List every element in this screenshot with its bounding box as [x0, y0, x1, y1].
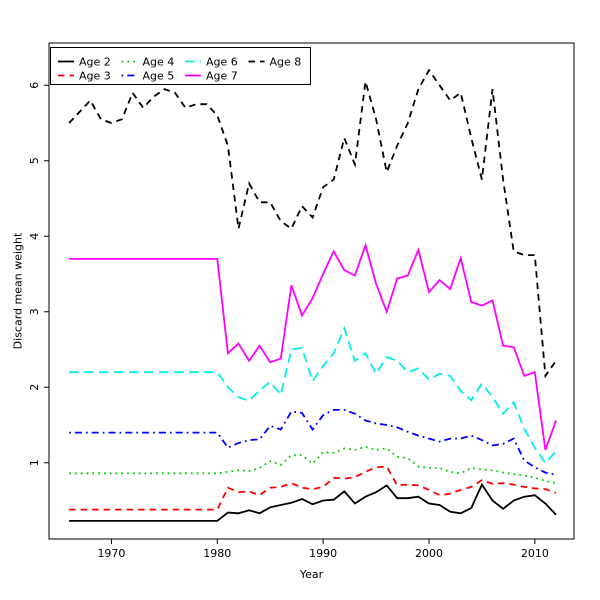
legend-item-age-6: Age 6 [206, 56, 238, 69]
legend-item-age-4: Age 4 [143, 56, 175, 69]
y-tick-label: 2 [28, 384, 41, 391]
x-tick-label: 1970 [97, 547, 125, 560]
x-tick-label: 2000 [415, 547, 443, 560]
series-line-age-8 [68, 68, 557, 379]
series-line-age-2 [69, 482, 557, 522]
y-tick-label: 5 [28, 157, 41, 164]
x-tick-label: 1980 [203, 547, 231, 560]
legend-item-age-7: Age 7 [206, 70, 238, 83]
legend-item-age-5: Age 5 [143, 70, 175, 83]
series-line-age-3 [69, 465, 557, 511]
series-line-age-5 [69, 408, 557, 476]
y-tick-label: 3 [28, 308, 41, 315]
legend-item-age-3: Age 3 [79, 70, 111, 83]
x-tick-label: 2010 [521, 547, 549, 560]
x-tick-label: 1990 [309, 547, 337, 560]
legend-item-age-2: Age 2 [79, 56, 111, 69]
y-tick-label: 1 [28, 459, 41, 466]
legend-item-age-8: Age 8 [270, 56, 302, 69]
x-axis-title: Year [299, 568, 324, 581]
plot-border [48, 42, 575, 540]
y-tick-label: 6 [28, 82, 41, 89]
series-line-age-7 [69, 242, 557, 451]
y-axis-title: Discard mean weight [11, 232, 25, 350]
series-line-age-4 [69, 445, 557, 484]
y-tick-label: 4 [28, 233, 41, 240]
series-line-age-6 [69, 325, 557, 465]
legend-box [50, 47, 311, 85]
